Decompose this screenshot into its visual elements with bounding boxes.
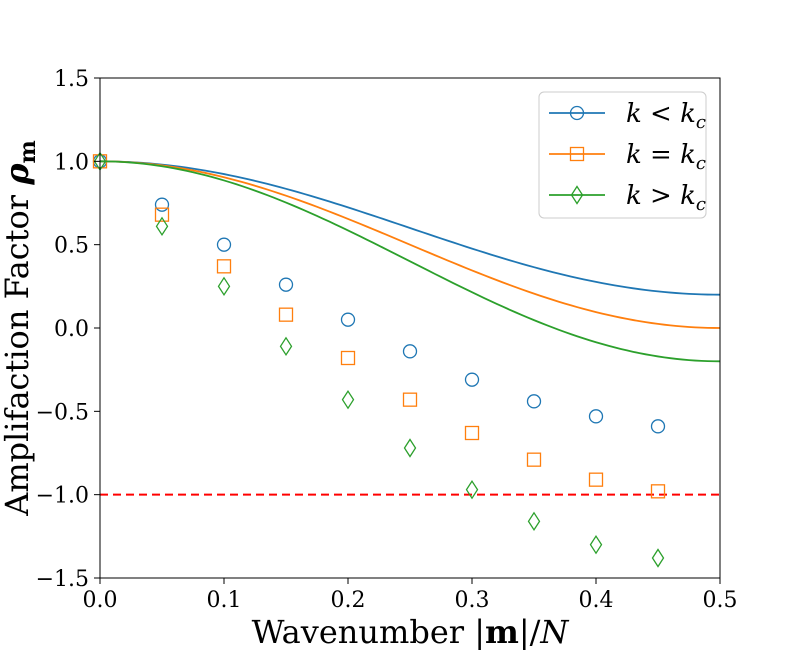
data-point [403,438,417,458]
data-point [154,197,170,212]
data-point [279,336,293,357]
data-point [278,277,294,292]
series-line [99,160,721,363]
x-tick-label: 0.5 [703,588,738,613]
data-point [464,372,480,387]
data-point [464,425,480,441]
x-tick-label: 0.3 [455,588,490,613]
x-tick-label: 0.0 [83,588,118,613]
data-point [589,534,603,555]
series-line [99,160,721,329]
data-point [402,392,418,407]
y-tick-label: −1.0 [36,484,89,509]
data-point [155,216,169,237]
data-point [526,394,542,409]
axes-layer: 0.0 0.1 0.2 0.3 0.4 0.5 1.5 1.0 0.5 0.0 −0.5 −1.0 −1… [36,67,738,613]
legend-label: k = kc [626,140,706,174]
legend: k < kc k = kc k > kc [538,91,707,219]
data-point [217,276,231,297]
data-point [341,389,355,410]
legend-marker [570,185,584,205]
x-tick-label: 0.4 [579,588,614,613]
legend-entry: k > kc [549,181,706,215]
data-point [588,472,604,487]
data-point [340,350,356,366]
y-axis-label: Amplifaction Factor ρm [0,140,41,517]
data-point [340,312,356,327]
x-tick-label: 0.2 [331,588,366,613]
y-tick-label: −0.5 [36,400,89,425]
y-tick-label: 0.5 [54,234,89,259]
y-tick-label: −1.5 [36,567,89,592]
plot-content [92,151,721,568]
y-tick-label: 1.0 [54,150,89,175]
legend-entry: k = kc [549,140,706,174]
legend-box [538,91,707,219]
data-point [216,237,232,252]
x-axis-label: Wavenumber |m|/N [252,613,570,650]
series-square [92,154,721,499]
legend-entry: k < kc [549,99,706,133]
series-diamond [93,151,721,568]
y-tick-label: 1.5 [54,67,89,92]
data-point [278,307,294,322]
data-point [526,452,542,467]
data-point [588,409,604,424]
legend-label: k > kc [626,181,706,215]
data-point [402,344,418,359]
data-point [650,419,666,434]
data-point [650,484,666,499]
legend-label: k < kc [626,99,706,133]
legend-marker [569,105,585,121]
series-line [99,160,721,296]
data-point [216,259,232,274]
x-tick-label: 0.1 [207,588,242,613]
data-point [154,207,170,222]
data-point [651,548,665,568]
data-point [527,511,541,532]
y-tick-label: 0.0 [54,317,89,342]
data-point [465,479,479,500]
legend-marker [569,146,585,162]
